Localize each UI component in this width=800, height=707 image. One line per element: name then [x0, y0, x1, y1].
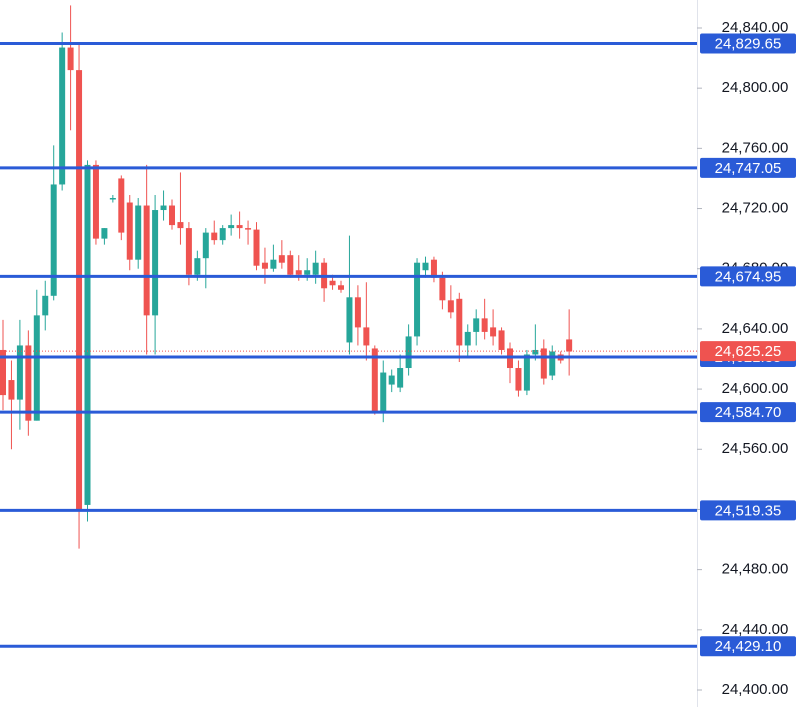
- candle-body: [388, 375, 395, 385]
- candle-body: [532, 349, 539, 355]
- candle-body: [346, 297, 353, 343]
- level-label-box: [700, 157, 796, 178]
- candle-body: [304, 270, 311, 275]
- y-tick-label: 24,640.00: [722, 320, 789, 337]
- candle-body: [405, 336, 412, 369]
- candle-body: [363, 327, 370, 346]
- candle-body: [177, 222, 184, 229]
- candle-body: [354, 297, 361, 328]
- candle-body: [67, 47, 74, 71]
- candle-body: [270, 259, 277, 269]
- candle-body: [430, 259, 437, 278]
- candle-body: [211, 232, 218, 241]
- candle-body: [338, 285, 344, 290]
- candle-body: [549, 351, 556, 376]
- level-label: 24,674.95: [715, 268, 782, 285]
- candle-body: [523, 354, 530, 391]
- candle-body: [312, 262, 319, 275]
- candle-body: [253, 229, 260, 266]
- candle-body: [0, 349, 6, 396]
- candle-body: [414, 262, 421, 337]
- candle-body: [397, 368, 404, 388]
- y-tick-label: 24,560.00: [722, 440, 789, 457]
- candle-body: [464, 331, 471, 346]
- level-label-box: [700, 500, 796, 521]
- level-label-box: [700, 266, 796, 287]
- candle-body: [422, 262, 429, 271]
- candle-body: [50, 184, 57, 296]
- level-label: 24,429.10: [715, 638, 782, 655]
- candle-body: [92, 164, 99, 239]
- candle-body: [169, 205, 175, 226]
- candle-body: [540, 348, 547, 379]
- candle-body: [8, 380, 15, 400]
- level-label: 24,584.70: [715, 404, 782, 421]
- candle-body: [515, 368, 522, 391]
- level-label-box: [700, 636, 796, 657]
- candle-body: [152, 210, 159, 316]
- level-label: 24,519.35: [715, 502, 782, 519]
- candle-body: [456, 298, 463, 346]
- candle-body: [143, 205, 150, 316]
- candle-body: [25, 345, 32, 421]
- candle-body: [278, 255, 285, 263]
- y-tick-label: 24,800.00: [722, 79, 789, 96]
- candle-body: [287, 255, 294, 275]
- candle-body: [126, 202, 133, 260]
- level-label-box: [700, 33, 796, 54]
- candle-body: [371, 348, 378, 412]
- candle-body: [295, 270, 302, 275]
- y-tick-label: 24,760.00: [722, 139, 789, 156]
- y-tick-label: 24,400.00: [722, 681, 789, 698]
- candle-body: [118, 178, 125, 233]
- candle-body: [33, 315, 40, 421]
- candle-body: [447, 300, 454, 313]
- last-price-label: 24,625.25: [715, 343, 782, 360]
- candle-body: [329, 280, 336, 286]
- candle-body: [109, 198, 116, 200]
- candle-body: [194, 258, 201, 275]
- candle-body: [236, 225, 243, 229]
- candle-body: [202, 232, 209, 259]
- candle-body: [261, 262, 268, 269]
- candle-body: [490, 327, 497, 337]
- candle-body: [160, 205, 167, 211]
- level-label-box: [700, 402, 796, 423]
- y-tick-label: 24,840.00: [722, 19, 789, 36]
- candle-body: [101, 228, 108, 239]
- candle-body: [498, 330, 505, 350]
- candle-body: [439, 277, 446, 301]
- candle-body: [59, 47, 66, 185]
- level-label: 24,747.05: [715, 160, 782, 177]
- candle-body: [84, 164, 91, 505]
- candle-body: [76, 70, 83, 510]
- level-label: 24,829.65: [715, 36, 782, 53]
- candle-body: [245, 228, 252, 230]
- candle-body: [42, 295, 49, 316]
- y-tick-label: 24,440.00: [722, 621, 789, 638]
- candle-body: [16, 345, 23, 400]
- y-tick-label: 24,480.00: [722, 561, 789, 578]
- candle-body: [566, 339, 573, 352]
- candle-body: [380, 372, 387, 412]
- candle-body: [481, 318, 488, 332]
- candle-body: [228, 225, 235, 229]
- candle-body: [219, 228, 226, 241]
- y-tick-label: 24,720.00: [722, 200, 789, 217]
- candle-body: [185, 228, 192, 275]
- last-price-box: [700, 341, 796, 362]
- candle-body: [135, 205, 142, 260]
- candle-body: [473, 318, 480, 332]
- y-tick-label: 24,600.00: [722, 380, 789, 397]
